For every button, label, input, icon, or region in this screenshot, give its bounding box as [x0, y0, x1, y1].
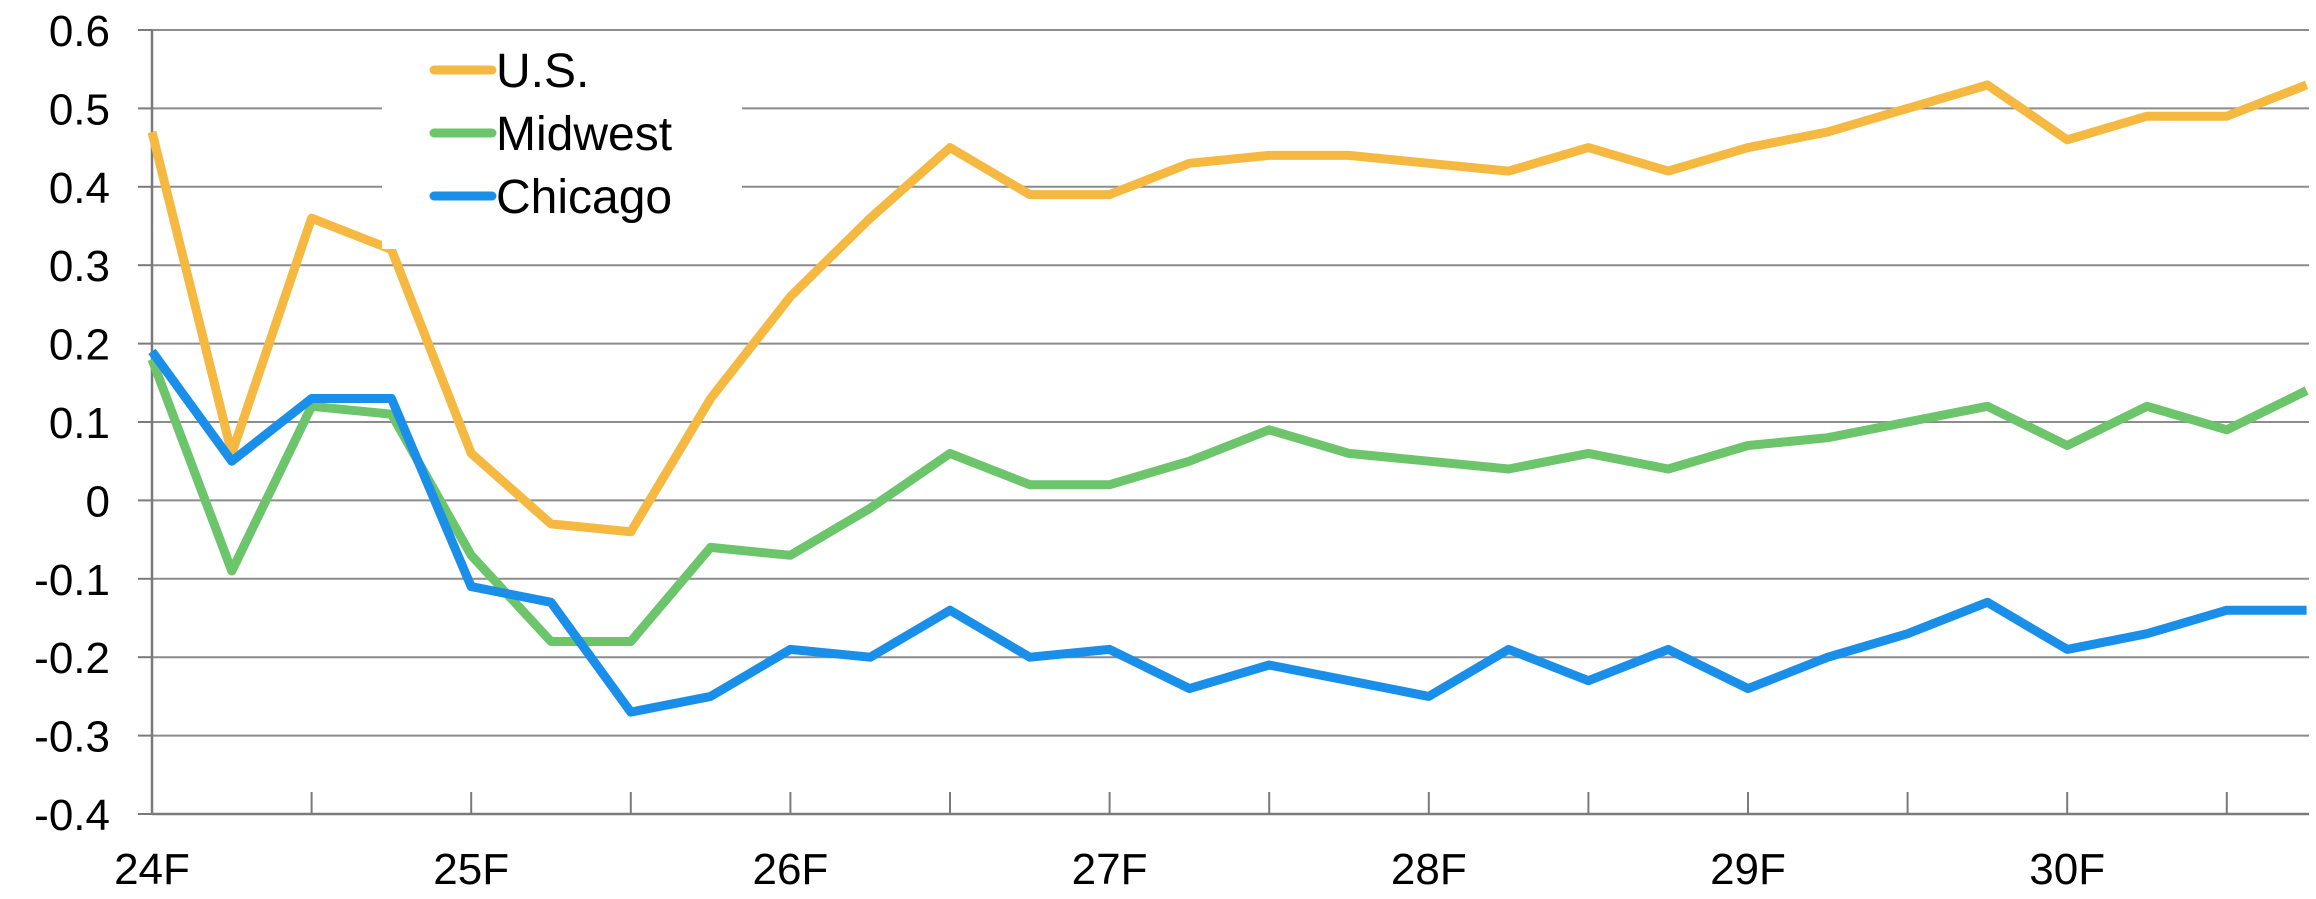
x-tick-label: 27F — [1072, 845, 1148, 894]
x-tick-label: 29F — [1710, 845, 1786, 894]
legend-label: U.S. — [496, 45, 589, 98]
legend-background — [382, 40, 742, 249]
y-tick-label: 0.3 — [49, 242, 110, 291]
x-tick-label: 26F — [752, 845, 828, 894]
series-lines — [147, 80, 2309, 717]
y-tick-label: 0.4 — [49, 164, 110, 213]
y-tick-label: 0.6 — [49, 7, 110, 56]
y-tick-label: -0.1 — [34, 556, 110, 605]
y-tick-label: 0.5 — [49, 85, 110, 134]
legend-label: Midwest — [496, 108, 672, 161]
y-tick-label: -0.2 — [34, 634, 110, 683]
series-line-u-s- — [147, 80, 2309, 537]
y-tick-label: -0.4 — [34, 791, 110, 840]
x-tick-label: 30F — [2029, 845, 2105, 894]
y-tick-label: 0.2 — [49, 321, 110, 370]
x-tick-label: 24F — [114, 845, 190, 894]
y-tick-label: 0.1 — [49, 399, 110, 448]
legend-label: Chicago — [496, 171, 672, 224]
y-tick-label: -0.3 — [34, 713, 110, 762]
y-tick-label: 0 — [86, 477, 110, 526]
legend: U.S. Midwest Chicago — [382, 40, 742, 249]
x-tick-label: 28F — [1391, 845, 1467, 894]
x-tick-label: 25F — [433, 845, 509, 894]
series-line-chicago — [148, 348, 2307, 717]
